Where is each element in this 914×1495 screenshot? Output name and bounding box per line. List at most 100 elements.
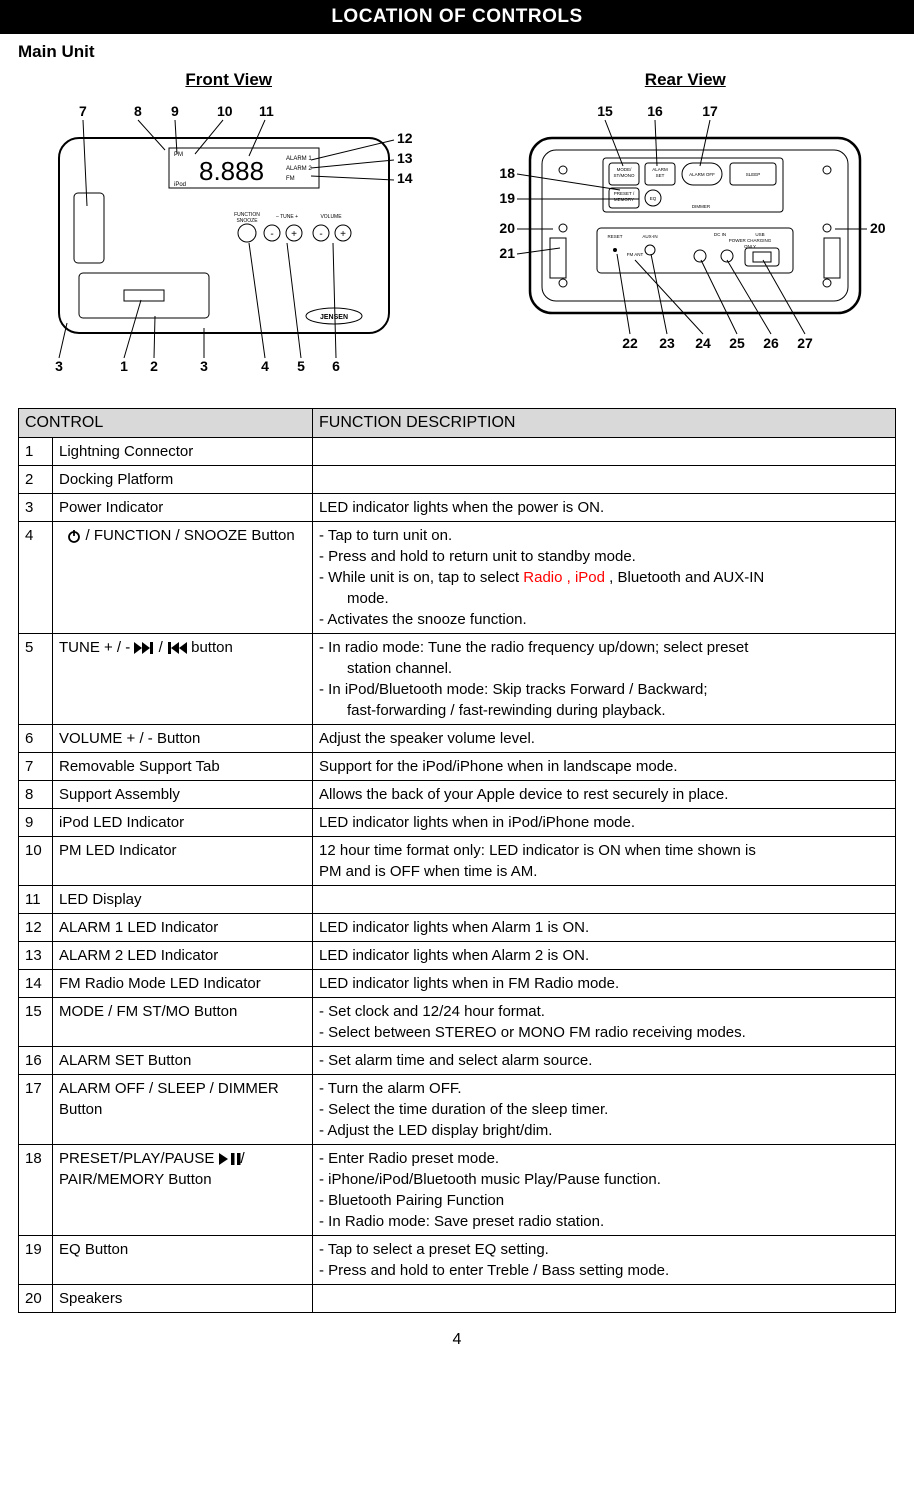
control-description: LED indicator lights when the power is O…	[313, 494, 896, 522]
control-name: MODE / FM ST/MO Button	[53, 998, 313, 1047]
label-b3b: 3	[200, 358, 208, 374]
svg-text:-: -	[270, 229, 273, 240]
row-number: 7	[19, 753, 53, 781]
front-view-diagram: 7 8 9 10 11 12 13 14	[18, 98, 439, 378]
table-row: 1Lightning Connector	[19, 438, 896, 466]
th-desc: FUNCTION DESCRIPTION	[313, 409, 896, 438]
control-name: Speakers	[53, 1285, 313, 1313]
page-number: 4	[18, 1331, 896, 1349]
table-row: 3Power IndicatorLED indicator lights whe…	[19, 494, 896, 522]
svg-text:SET: SET	[656, 173, 665, 178]
table-row: 13ALARM 2 LED IndicatorLED indicator lig…	[19, 942, 896, 970]
control-name: FM Radio Mode LED Indicator	[53, 970, 313, 998]
rear-view-title: Rear View	[645, 70, 726, 90]
row-number: 9	[19, 809, 53, 837]
label-8: 8	[134, 103, 142, 119]
control-name: ALARM OFF / SLEEP / DIMMER Button	[53, 1075, 313, 1145]
table-row: 18PRESET/PLAY/PAUSE / PAIR/MEMORY Button…	[19, 1145, 896, 1236]
row-number: 2	[19, 466, 53, 494]
table-row: 2Docking Platform	[19, 466, 896, 494]
row-number: 1	[19, 438, 53, 466]
control-name: Support Assembly	[53, 781, 313, 809]
row-number: 20	[19, 1285, 53, 1313]
brand: JENSEN	[320, 314, 348, 321]
row-number: 5	[19, 634, 53, 725]
seven-segment: 8.888	[199, 156, 264, 186]
control-description: LED indicator lights when in FM Radio mo…	[313, 970, 896, 998]
row-number: 13	[19, 942, 53, 970]
control-description: - Enter Radio preset mode.- iPhone/iPod/…	[313, 1145, 896, 1236]
svg-text:+: +	[340, 229, 346, 240]
label-11: 11	[259, 103, 274, 119]
table-row: 6VOLUME + / - ButtonAdjust the speaker v…	[19, 725, 896, 753]
control-name: Docking Platform	[53, 466, 313, 494]
label-17: 17	[702, 103, 718, 119]
label-15: 15	[597, 103, 613, 119]
control-description: - Tap to select a preset EQ setting.- Pr…	[313, 1236, 896, 1285]
rear-view-diagram: 15 16 17 18 19 20 21	[475, 98, 896, 358]
svg-text:POWER CHARGING: POWER CHARGING	[729, 238, 772, 243]
label-27: 27	[797, 335, 813, 351]
label-b1: 1	[120, 358, 128, 374]
svg-text:DIMMER: DIMMER	[692, 204, 711, 209]
main-unit-subtitle: Main Unit	[18, 42, 896, 62]
btn-mode: MODE/	[617, 167, 633, 172]
front-top-labels: 7 8 9 10 11	[79, 103, 274, 119]
svg-text:EQ: EQ	[650, 196, 657, 201]
label-18: 18	[500, 165, 516, 181]
table-row: 4 / FUNCTION / SNOOZE Button- Tap to tur…	[19, 522, 896, 634]
control-description: LED indicator lights when in iPod/iPhone…	[313, 809, 896, 837]
front-view-column: Front View 7 8 9 10 11	[18, 70, 439, 378]
control-description	[313, 886, 896, 914]
label-22: 22	[622, 335, 638, 351]
control-description	[313, 438, 896, 466]
control-name: Lightning Connector	[53, 438, 313, 466]
control-name: TUNE + / - / button	[53, 634, 313, 725]
fn-button	[238, 224, 256, 242]
control-name: PRESET/PLAY/PAUSE / PAIR/MEMORY Button	[53, 1145, 313, 1236]
label-9: 9	[171, 103, 179, 119]
th-control: CONTROL	[19, 409, 313, 438]
svg-text:RESET: RESET	[608, 234, 623, 239]
label-12: 12	[397, 130, 413, 146]
row-number: 17	[19, 1075, 53, 1145]
label-7: 7	[79, 103, 87, 119]
row-number: 12	[19, 914, 53, 942]
control-description: - In radio mode: Tune the radio frequenc…	[313, 634, 896, 725]
svg-text:AUX-IN: AUX-IN	[643, 234, 658, 239]
front-view-title: Front View	[185, 70, 272, 90]
table-row: 15MODE / FM ST/MO Button- Set clock and …	[19, 998, 896, 1047]
control-description: - Set clock and 12/24 hour format.- Sele…	[313, 998, 896, 1047]
control-name: VOLUME + / - Button	[53, 725, 313, 753]
label-b3: 3	[55, 358, 63, 374]
svg-text:ALARM: ALARM	[653, 167, 669, 172]
control-name: ALARM 2 LED Indicator	[53, 942, 313, 970]
label-25: 25	[729, 335, 745, 351]
controls-table: CONTROL FUNCTION DESCRIPTION 1Lightning …	[18, 408, 896, 1313]
control-description: Allows the back of your Apple device to …	[313, 781, 896, 809]
label-20l: 20	[500, 220, 516, 236]
table-row: 12ALARM 1 LED IndicatorLED indicator lig…	[19, 914, 896, 942]
svg-text:USB: USB	[756, 232, 765, 237]
label-b4: 4	[261, 358, 269, 374]
control-description: 12 hour time format only: LED indicator …	[313, 837, 896, 886]
svg-text:ALARM OFF: ALARM OFF	[689, 172, 715, 177]
table-row: 16ALARM SET Button- Set alarm time and s…	[19, 1047, 896, 1075]
table-row: 20Speakers	[19, 1285, 896, 1313]
table-row: 8Support AssemblyAllows the back of your…	[19, 781, 896, 809]
label-14: 14	[397, 170, 413, 186]
label-23: 23	[659, 335, 675, 351]
label-10: 10	[217, 103, 233, 119]
label-b6: 6	[332, 358, 340, 374]
control-description: - Set alarm time and select alarm source…	[313, 1047, 896, 1075]
row-number: 3	[19, 494, 53, 522]
svg-text:FM ANT: FM ANT	[627, 252, 644, 257]
row-number: 18	[19, 1145, 53, 1236]
btn-lbl-tune: – TUNE +	[276, 214, 298, 220]
table-row: 5TUNE + / - / button- In radio mode: Tun…	[19, 634, 896, 725]
row-number: 8	[19, 781, 53, 809]
svg-text:PRESET /: PRESET /	[614, 191, 635, 196]
row-number: 15	[19, 998, 53, 1047]
label-24: 24	[695, 335, 711, 351]
table-row: 9iPod LED IndicatorLED indicator lights …	[19, 809, 896, 837]
